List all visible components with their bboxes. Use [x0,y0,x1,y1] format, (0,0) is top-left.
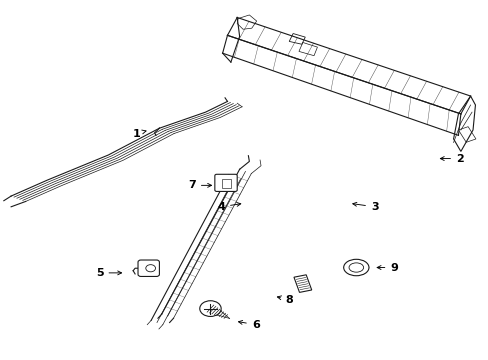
Ellipse shape [343,259,368,276]
Bar [221,179,231,188]
Text: 5: 5 [96,268,122,278]
Circle shape [200,301,221,316]
FancyBboxPatch shape [214,174,237,192]
Text: 6: 6 [238,320,259,330]
Text: 3: 3 [352,202,378,212]
Circle shape [145,265,155,272]
Bar [458,127,475,142]
Text: 4: 4 [217,202,240,212]
FancyBboxPatch shape [138,260,159,276]
Text: 7: 7 [188,180,211,190]
Text: 1: 1 [132,129,146,139]
Text: 2: 2 [440,154,463,163]
Text: 8: 8 [277,295,293,305]
Text: 9: 9 [376,262,397,273]
Ellipse shape [348,263,363,272]
